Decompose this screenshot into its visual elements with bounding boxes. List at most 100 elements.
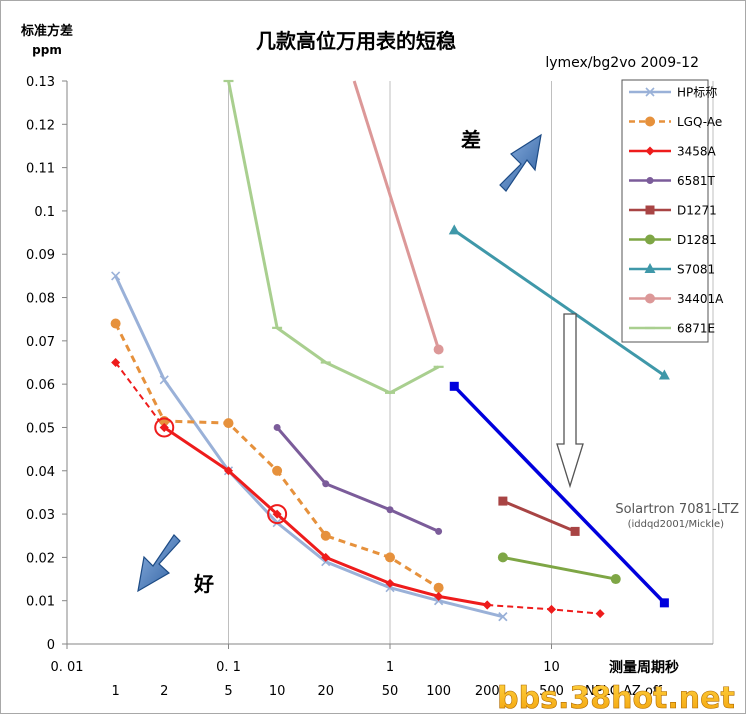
legend-label-d1271: D1271 xyxy=(677,204,717,218)
y-tick-label: 0.07 xyxy=(26,335,55,350)
series-point-6581t xyxy=(273,423,281,431)
y-tick-label: 0.11 xyxy=(26,162,55,177)
nplc-label: 1 xyxy=(111,684,119,699)
nplc-label: 200 xyxy=(475,684,500,699)
series-point-3458a xyxy=(434,591,444,601)
solartron-point xyxy=(659,598,669,608)
x-tick-label: 1 xyxy=(386,660,394,675)
highlight-circle xyxy=(267,504,288,525)
series-point-3458a xyxy=(224,466,233,476)
better-annotation: 好 xyxy=(193,572,214,596)
series-line-s7081 xyxy=(453,229,666,377)
legend-label-6581t: 6581T xyxy=(677,174,716,188)
series-extension-point xyxy=(111,358,121,367)
series-point-lgq-ae xyxy=(223,418,234,429)
legend-label-34401a: 34401A xyxy=(677,292,724,306)
nplc-label: 50 xyxy=(382,684,399,699)
nplc-label: 5 xyxy=(224,684,232,699)
series-extension-point xyxy=(595,609,605,619)
y-tick-label: 0.02 xyxy=(26,551,55,566)
down-arrow-icon xyxy=(556,313,584,489)
y-tick-label: 0.12 xyxy=(26,118,55,133)
series-line-34401a xyxy=(352,80,441,350)
y-tick-label: 0.05 xyxy=(26,421,55,436)
y-axis-label: 标准方差 xyxy=(20,23,73,39)
series-point-hp- xyxy=(159,375,169,385)
y-tick-label: 0.13 xyxy=(26,75,55,90)
series-point-s7081 xyxy=(658,369,670,380)
y-tick-label: 0.09 xyxy=(26,248,55,263)
nplc-label: 500 xyxy=(539,684,564,699)
legend-label-s7081: S7081 xyxy=(677,263,715,277)
legend-marker-hp--stroke xyxy=(645,87,655,97)
series-point-d1281 xyxy=(610,574,621,585)
legend-label-hp-: HP标称 xyxy=(677,86,717,100)
series-point-6581t xyxy=(386,506,394,514)
nplc-label: 20 xyxy=(317,684,334,699)
y-tick-label: 0.03 xyxy=(26,508,55,523)
series-point-lgq-ae xyxy=(272,465,283,476)
series-point-3458a xyxy=(321,552,331,562)
series-point-hp--stroke xyxy=(159,375,169,385)
series-point-d1281 xyxy=(497,552,508,563)
chart-title: 几款高位万用表的短稳 xyxy=(256,29,456,53)
series-line-6581t xyxy=(275,426,440,533)
series-point-3458a xyxy=(159,422,169,432)
series-point-3458a xyxy=(385,578,395,588)
axes: 0 0.01 0.02 0.03 0.04 0.05 0.06 0.07 0.08 0.09 0.1… xyxy=(26,75,713,699)
x-axis-label: 测量周期秒 xyxy=(609,659,679,676)
series-point-lgq-ae xyxy=(320,530,331,541)
series-line-d1281 xyxy=(502,555,617,581)
nplc-label: 100 xyxy=(426,684,451,699)
series-point-3458a xyxy=(482,600,492,610)
y-tick-label: 0.08 xyxy=(26,292,55,307)
legend-label-d1281: D1281 xyxy=(677,233,717,247)
legend-label-6871e: 6871E xyxy=(677,322,715,336)
y-tick-label: 0.04 xyxy=(26,465,55,480)
nplc-label: 10 xyxy=(269,684,286,699)
series-point-lgq-ae xyxy=(385,552,395,563)
series-point-d1271 xyxy=(570,526,580,536)
series-line-d1271 xyxy=(502,499,576,533)
y-tick-label: 0 xyxy=(47,638,55,653)
legend-marker-34401a xyxy=(645,293,655,304)
series-extension-line xyxy=(114,361,166,429)
y-axis-unit: ppm xyxy=(32,43,62,57)
series-point-34401a xyxy=(433,344,444,355)
legend-label-lgq-ae: LGQ-Ae xyxy=(677,115,722,129)
x-tick-label: 10 xyxy=(543,660,560,675)
legend-marker-lgq-ae xyxy=(645,116,655,127)
legend-marker-s7081 xyxy=(644,263,656,273)
worse-arrow-icon xyxy=(499,133,542,192)
chart-credit: lymex/bg2vo 2009-12 xyxy=(545,55,699,71)
x-tick-label: 0. 01 xyxy=(50,660,83,675)
legend-marker-6581t xyxy=(646,177,654,184)
series-point-lgq-ae xyxy=(433,582,444,593)
series-point-6581t xyxy=(435,527,443,535)
series-point-hp- xyxy=(111,271,121,281)
series-point-3458a xyxy=(272,509,282,519)
series-point-lgq-ae xyxy=(110,318,121,329)
series-point-hp--stroke xyxy=(498,612,508,622)
y-tick-label: 0.01 xyxy=(26,595,55,610)
y-tick-label: 0.1 xyxy=(34,205,55,220)
legend-marker-3458a xyxy=(645,146,655,156)
nplc-label: 2 xyxy=(160,684,168,699)
nplc-suffix: NPLC AZ off xyxy=(585,684,663,699)
worse-annotation: 差 xyxy=(461,128,481,152)
grid xyxy=(228,81,714,644)
series-layer xyxy=(110,79,670,622)
series-extension-point xyxy=(547,604,556,614)
legend-marker-hp- xyxy=(645,87,655,97)
series-point-hp- xyxy=(498,612,508,622)
watermark: bbs.38hot.net xyxy=(497,681,735,713)
solartron-label: Solartron 7081-LTZ xyxy=(615,502,739,517)
series-point-6581t xyxy=(322,480,330,488)
x-tick-label: 0. 1 xyxy=(216,660,241,675)
y-tick-label: 0.06 xyxy=(26,378,55,393)
better-arrow-icon xyxy=(137,534,181,593)
series-point-d1271 xyxy=(498,496,508,506)
series-point-s7081 xyxy=(448,224,460,235)
